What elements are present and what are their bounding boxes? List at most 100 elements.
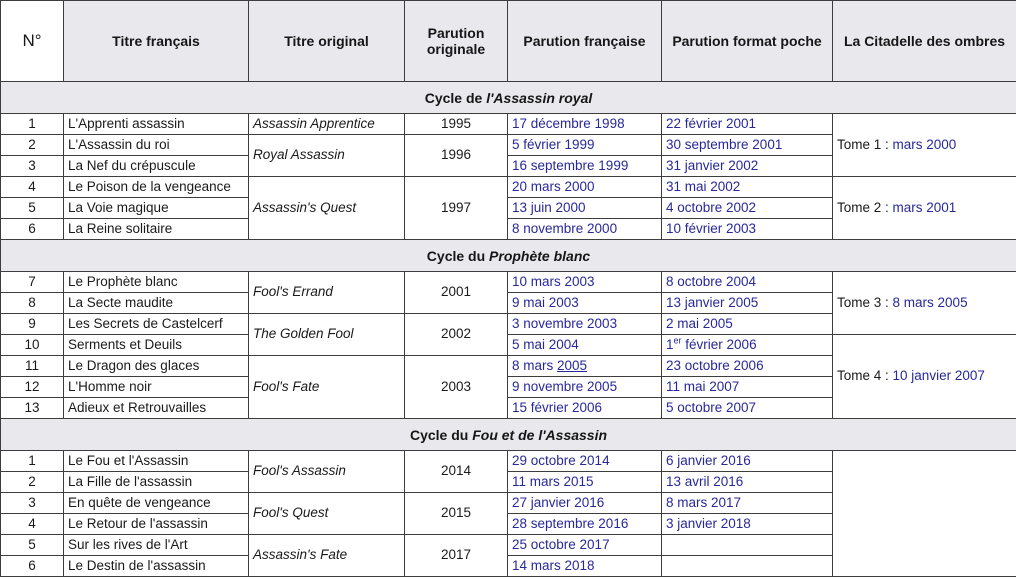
parution-francaise-cell: 9 novembre 2005 (507, 376, 662, 398)
titre-francais-cell: La Nef du crépuscule (63, 155, 249, 177)
numero-cell: 4 (0, 513, 64, 535)
parution-francaise-cell: 5 février 1999 (507, 134, 662, 156)
parution-francaise-cell: 9 mai 2003 (507, 292, 662, 314)
table-row: 11 Le Dragon des glaces Fool's Fate 2003 8 m… (0, 355, 1016, 419)
titre-original-cell: Assassin's Quest (248, 176, 405, 240)
date-link[interactable]: 10 février 2003 (666, 220, 757, 236)
citadelle-cell: Tome 3 : 8 mars 2005 (832, 271, 1016, 335)
parution-originale-cell: 2015 (404, 492, 508, 535)
titre-original-cell: Assassin's Fate (248, 534, 405, 577)
numero-cell: 5 (0, 197, 64, 219)
tome-date-link[interactable]: 8 mars 2005 (892, 294, 968, 310)
titre-francais-cell: Le Prophète blanc (63, 271, 249, 293)
date-link[interactable]: 8 octobre 2004 (666, 273, 757, 289)
date-link[interactable]: 13 janvier 2005 (666, 294, 759, 310)
column-header-titre-francais: Titre français (63, 0, 249, 82)
underlined-date-part[interactable]: 2005 (557, 357, 588, 373)
date-link[interactable]: 30 septembre 2001 (666, 136, 783, 152)
numero-cell: 11 (0, 355, 64, 377)
table-row: 6 La Reine solitaire 8 novembre 2000 10 fév… (0, 218, 1016, 240)
parution-francaise-cell: 15 février 2006 (507, 397, 662, 419)
date-link[interactable]: 9 mai 2003 (512, 294, 579, 310)
numero-cell: 4 (0, 176, 64, 198)
parution-francaise-cell: 29 octobre 2014 (507, 450, 662, 472)
date-link[interactable]: 13 avril 2016 (666, 473, 744, 489)
date-link[interactable]: 25 octobre 2017 (512, 536, 610, 552)
date-link[interactable]: 15 février 2006 (512, 399, 603, 415)
numero-cell: 6 (0, 218, 64, 240)
table-row: 1 L'Apprenti assassin Assassin Apprentice 1… (0, 113, 1016, 177)
table-row: 13 Adieux et Retrouvailles 15 février 2006… (0, 397, 1016, 419)
date-link[interactable]: 14 mars 2018 (512, 557, 595, 573)
parution-originale-cell: 2002 (404, 313, 508, 356)
parution-poche-cell: 13 avril 2016 (661, 471, 833, 493)
table-row: 10 Serments et Deuils 5 mai 2004 1er févrie… (0, 334, 1016, 419)
citadelle-cell: Tome 2 : mars 2001 (832, 176, 1016, 240)
date-link[interactable]: 31 mai 2002 (666, 178, 741, 194)
date-link[interactable]: 17 décembre 1998 (512, 115, 625, 131)
date-link[interactable]: 13 juin 2000 (512, 199, 586, 215)
titre-francais-cell: La Fille de l'assassin (63, 471, 249, 493)
date-link[interactable]: 9 novembre 2005 (512, 378, 618, 394)
date-link[interactable]: 4 octobre 2002 (666, 199, 757, 215)
date-link[interactable]: 5 mai 2004 (512, 336, 579, 352)
parution-poche-cell: 1er février 2006 (661, 334, 833, 356)
section-header-assassin-royal: Cycle de l'Assassin royal (0, 81, 1016, 114)
date-link[interactable]: 16 septembre 1999 (512, 157, 629, 173)
header-row: N° Titre français Titre original Parution o… (0, 0, 1016, 82)
table-row: 2 La Fille de l'assassin 11 mars 2015 13 av… (0, 471, 1016, 493)
parution-francaise-cell: 20 mars 2000 (507, 176, 662, 198)
date-link[interactable]: 3 novembre 2003 (512, 315, 618, 331)
parution-poche-cell: 10 février 2003 (661, 218, 833, 240)
date-link[interactable]: 8 mars 2005 (512, 357, 588, 373)
parution-poche-cell: 3 janvier 2018 (661, 513, 833, 535)
parution-originale-cell: 1996 (404, 134, 508, 177)
parution-francaise-cell: 10 mars 2003 (507, 271, 662, 293)
date-link[interactable]: 28 septembre 2016 (512, 515, 629, 531)
citadelle-cell (832, 450, 1016, 577)
table-row: 8 La Secte maudite 9 mai 2003 13 janvier 20… (0, 292, 1016, 314)
column-header-citadelle: La Citadelle des ombres (832, 0, 1016, 82)
titre-francais-cell: La Reine solitaire (63, 218, 249, 240)
titre-francais-cell: Le Fou et l'Assassin (63, 450, 249, 472)
date-link[interactable]: 31 janvier 2002 (666, 157, 759, 173)
titre-francais-cell: L'Apprenti assassin (63, 113, 249, 135)
section-title-italic: Prophète blanc (489, 247, 591, 264)
parution-poche-cell: 5 octobre 2007 (661, 397, 833, 419)
parution-francaise-cell: 11 mars 2015 (507, 471, 662, 493)
parution-francaise-cell: 8 mars 2005 (507, 355, 662, 377)
numero-cell: 2 (0, 134, 64, 156)
citadelle-cell: Tome 1 : mars 2000 (832, 113, 1016, 177)
parution-originale-cell: 2001 (404, 271, 508, 314)
numero-cell: 5 (0, 534, 64, 556)
titre-original-cell: Fool's Assassin (248, 450, 405, 493)
date-link[interactable]: 1er février 2006 (666, 335, 757, 352)
date-link[interactable]: 5 octobre 2007 (666, 399, 757, 415)
parution-poche-cell: 8 octobre 2004 (661, 271, 833, 293)
numero-cell: 2 (0, 471, 64, 493)
date-link[interactable]: 2 mai 2005 (666, 315, 733, 331)
date-link[interactable]: 3 janvier 2018 (666, 515, 751, 531)
date-link[interactable]: 6 janvier 2016 (666, 452, 751, 468)
date-link[interactable]: 11 mai 2007 (666, 378, 740, 394)
date-link[interactable]: 23 octobre 2006 (666, 357, 764, 373)
parution-francaise-cell: 5 mai 2004 (507, 334, 662, 356)
table-row: 12 L'Homme noir 9 novembre 2005 11 mai 2007 (0, 376, 1016, 398)
date-link[interactable]: 20 mars 2000 (512, 178, 595, 194)
numero-cell: 7 (0, 271, 64, 293)
tome-date-link[interactable]: mars 2001 (892, 199, 957, 215)
date-link[interactable]: 11 mars 2015 (512, 473, 594, 489)
date-link[interactable]: 8 mars 2017 (666, 494, 742, 510)
date-link[interactable]: 22 février 2001 (666, 115, 757, 131)
date-link[interactable]: 29 octobre 2014 (512, 452, 610, 468)
date-link[interactable]: 27 janvier 2016 (512, 494, 605, 510)
parution-poche-cell: 30 septembre 2001 (661, 134, 833, 156)
date-link[interactable]: 8 novembre 2000 (512, 220, 618, 236)
tome-date-link[interactable]: 10 janvier 2007 (892, 368, 985, 384)
parution-poche-cell: 22 février 2001 (661, 113, 833, 135)
date-link[interactable]: 5 février 1999 (512, 136, 595, 152)
parution-poche-cell: 4 octobre 2002 (661, 197, 833, 219)
date-link[interactable]: 10 mars 2003 (512, 273, 595, 289)
table-row: 6 Le Destin de l'assassin 14 mars 2018 (0, 555, 1016, 577)
tome-date-link[interactable]: mars 2000 (892, 136, 957, 152)
